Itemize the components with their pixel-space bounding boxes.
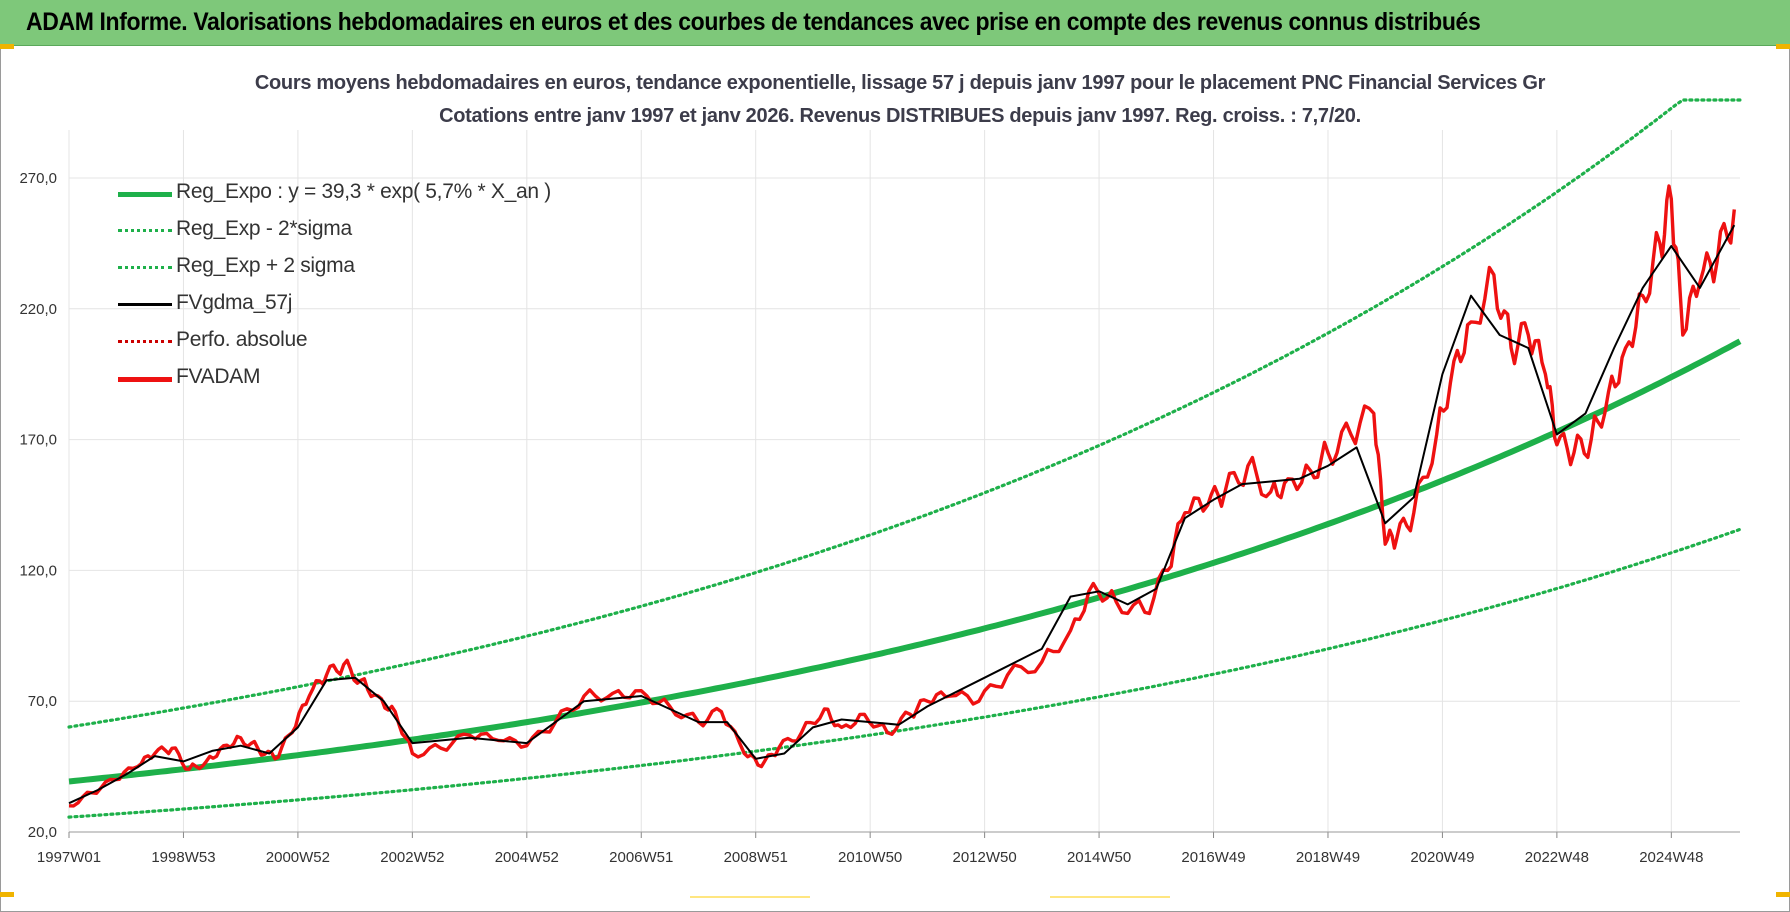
chart-subtitle: Cotations entre janv 1997 et janv 2026. …: [439, 105, 1361, 127]
y-tick-label: 270,0: [19, 170, 57, 187]
corner-mark: [0, 892, 14, 897]
x-tick-label: 2010W50: [838, 849, 902, 866]
corner-mark: [0, 44, 14, 49]
x-tick-label: 2000W52: [266, 849, 330, 866]
x-tick-label: 2006W51: [609, 849, 673, 866]
x-tick-label: 2024W48: [1639, 849, 1703, 866]
reg-exp-plus-2sigma-line: [67, 98, 1742, 729]
reg-exp-minus-2sigma-line: [67, 527, 1742, 819]
x-tick-label: 2020W49: [1410, 849, 1474, 866]
legend-label: Reg_Expo : y = 39,3 * exp( 5,7% * X_an ): [176, 180, 551, 203]
banner-title: ADAM Informe. Valorisations hebdomadaire…: [26, 8, 1481, 36]
legend-label: Reg_Exp + 2 sigma: [176, 254, 355, 277]
corner-mark: [1776, 44, 1790, 49]
legend-label: FVADAM: [176, 365, 261, 388]
x-tick-label: 2014W50: [1067, 849, 1131, 866]
legend-swatch: [118, 340, 172, 343]
legend-label: Reg_Exp - 2*sigma: [176, 217, 352, 240]
x-tick-label: 2002W52: [380, 849, 444, 866]
legend-swatch: [118, 377, 172, 382]
x-tick-label: 2022W48: [1525, 849, 1589, 866]
x-tick-label: 2012W50: [953, 849, 1017, 866]
chart-title: Cours moyens hebdomadaires en euros, ten…: [254, 72, 1546, 94]
y-tick-label: 70,0: [28, 693, 57, 710]
x-tick-label: 1998W53: [151, 849, 215, 866]
report-banner: ADAM Informe. Valorisations hebdomadaire…: [0, 0, 1790, 46]
x-tick-label: 2016W49: [1181, 849, 1245, 866]
legend-swatch: [118, 303, 172, 306]
y-tick-label: 120,0: [19, 562, 57, 579]
x-tick-label: 1997W01: [37, 849, 101, 866]
reg-expo-line: [68, 338, 1742, 785]
scroll-indicator: [690, 896, 810, 898]
y-tick-label: 220,0: [19, 301, 57, 318]
legend-swatch: [118, 266, 172, 269]
legend-label: FVgdma_57j: [176, 291, 293, 314]
y-tick-label: 20,0: [28, 824, 57, 841]
x-tick-label: 2004W52: [495, 849, 559, 866]
legend-label: Perfo. absolue: [176, 328, 308, 351]
legend-swatch: [118, 192, 172, 197]
scroll-indicator: [1050, 896, 1170, 898]
legend-swatch: [118, 229, 172, 232]
y-tick-label: 170,0: [19, 432, 57, 449]
x-tick-label: 2018W49: [1296, 849, 1360, 866]
fvadam-line: [68, 184, 1736, 808]
fvgdma-57j-line: [68, 224, 1736, 805]
corner-mark: [1776, 892, 1790, 897]
x-tick-label: 2008W51: [724, 849, 788, 866]
